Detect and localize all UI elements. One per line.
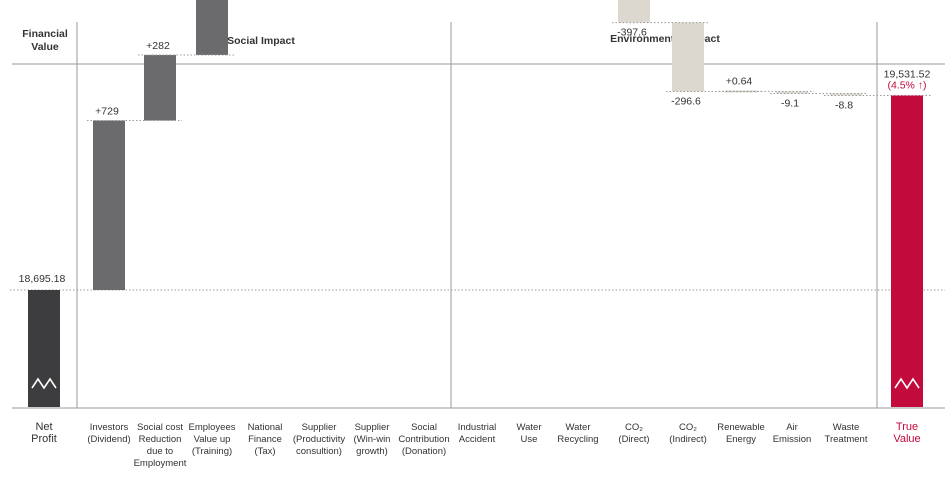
label-step-6-line2: (Win-win [354,434,391,445]
label-step-13-line2: Energy [726,434,756,445]
axis-break-true-value [894,377,920,390]
value-label-step-13: +0.64 [726,75,753,87]
label-step-5-line2: (Productivity [293,434,346,445]
label-step-7-line3: (Donation) [402,446,446,457]
header-financial-line1: Financial [22,28,68,40]
label-step-4-line2: Finance [248,434,282,445]
label-step-8-line1: Industrial [458,422,497,433]
bar-step-3 [196,0,228,55]
label-step-13-line1: Renewable [717,422,765,433]
label-step-14-line1: Air [786,422,798,433]
value-label-step-11: -397.6 [617,27,647,39]
value-label-net-profit: 18,695.18 [19,273,66,285]
value-label-step-14: -9.1 [781,98,799,110]
value-label-step-15: -8.8 [835,100,853,112]
label-net-profit-line1: Net [35,421,52,433]
label-step-15-line2: Treatment [825,434,868,445]
label-step-4-line3: (Tax) [254,446,275,457]
label-net-profit-line2: Profit [31,433,57,445]
label-step-1-line1: Investors [90,422,129,433]
header-labels: Financial Value Social Impact Environmen… [22,28,720,53]
bar-step-1 [93,120,125,290]
label-step-5-line1: Supplier [302,422,337,433]
label-true-value-line1: True [896,421,918,433]
label-step-5-line3: consultion) [296,446,342,457]
bar-step-14 [776,91,808,94]
label-step-2-line4: Employment [134,458,187,469]
label-step-7-line1: Social [411,422,437,433]
header-social-impact: Social Impact [227,35,295,47]
label-step-15-line1: Waste [833,422,860,433]
value-label-step-12: -296.6 [671,96,701,108]
bar-step-15 [830,93,862,96]
label-step-6-line3: growth) [356,446,388,457]
value-label-step-1: +729 [95,106,119,118]
label-step-7-line2: Contribution [398,434,449,445]
bar-step-2 [144,54,176,121]
label-step-11-line1: CO₂ [625,422,643,433]
label-step-9-line2: Use [521,434,538,445]
label-step-14-line2: Emission [773,434,812,445]
label-step-8-line2: Accident [459,434,496,445]
label-step-3-line3: (Training) [192,446,232,457]
value-label-step-2: +282 [146,40,170,52]
label-step-3-line1: Employees [189,422,236,433]
header-financial-line2: Value [31,41,59,53]
label-step-10-line2: Recycling [557,434,598,445]
label-step-4-line1: National [248,422,283,433]
label-step-11-line2: (Direct) [618,434,649,445]
label-step-1-line2: (Dividend) [87,434,130,445]
label-true-value-line2: Value [893,433,920,445]
bar-net-profit [28,290,60,407]
bar-step-11 [618,0,650,23]
label-step-12-line2: (Indirect) [669,434,706,445]
label-step-3-line2: Value up [194,434,231,445]
label-step-12-line1: CO₂ [679,422,697,433]
label-step-2-line1: Social cost [137,422,183,433]
label-step-6-line1: Supplier [355,422,390,433]
change-label-true-value: (4.5% ↑) [887,80,926,92]
label-step-2-line3: due to [147,446,173,457]
label-step-2-line2: Reduction [139,434,182,445]
bar-step-12 [672,22,704,92]
label-step-10-line1: Water [566,422,591,433]
label-step-9-line1: Water [517,422,542,433]
value-label-true-value: 19,531.52 [884,69,931,81]
bar-true-value [891,95,923,407]
axis-break-net-profit [31,377,57,390]
